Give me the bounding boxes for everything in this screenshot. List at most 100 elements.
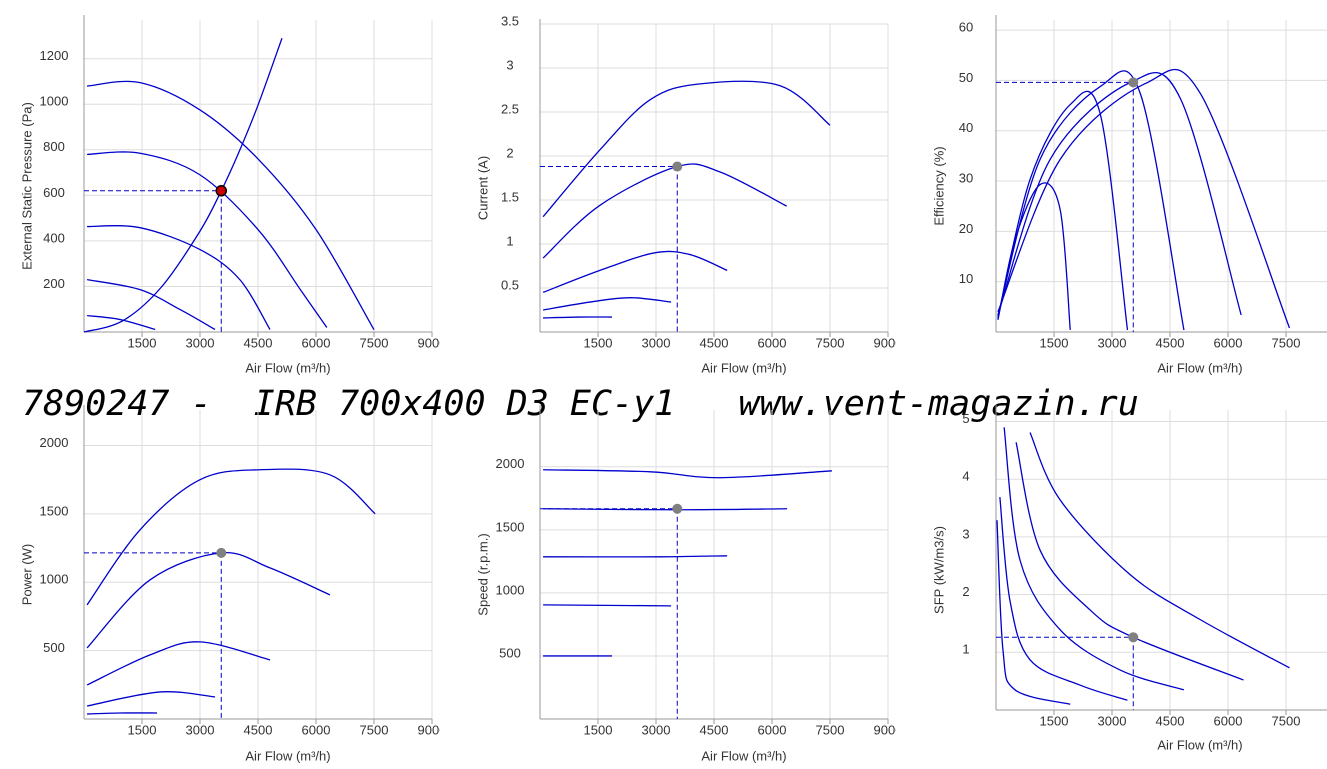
curve [999, 497, 1128, 701]
y-tick-label: 5 [962, 411, 969, 426]
y-tick-label: 1 [962, 642, 969, 657]
curve [87, 225, 271, 330]
y-tick-label: 2000 [40, 435, 69, 450]
y-tick-label: 1500 [40, 503, 69, 518]
y-tick-label: 200 [43, 276, 65, 291]
curve [996, 520, 1071, 705]
x-tick-label: 6000 [302, 722, 331, 737]
operating-point [672, 503, 683, 514]
curve [1029, 432, 1290, 669]
y-axis-label: Speed (r.p.m.) [475, 533, 490, 615]
x-tick-label: 4500 [244, 722, 273, 737]
y-tick-label: 800 [43, 139, 65, 154]
x-axis-label: Air Flow (m³/h) [1157, 360, 1242, 375]
curve [997, 182, 1071, 331]
x-tick-label: 1500 [128, 335, 157, 350]
x-tick-label: 4500 [244, 335, 273, 350]
y-tick-label: 2 [962, 584, 969, 599]
banner: 7890247 - IRB 700x400 D3 EC-y1 www.vent-… [22, 380, 1139, 428]
x-tick-label: 6000 [1214, 335, 1243, 350]
curve [87, 151, 328, 328]
curve [542, 80, 831, 218]
operating-point [215, 185, 228, 197]
curve [997, 68, 1291, 329]
x-tick-label: 3000 [1098, 713, 1127, 728]
curve [997, 90, 1129, 331]
operating-point [1128, 77, 1139, 88]
y-axis-label: External Static Pressure (Pa) [19, 102, 34, 270]
x-tick-label: 7500 [816, 335, 845, 350]
y-tick-label: 2000 [496, 456, 525, 471]
x-tick-label: 1500 [128, 722, 157, 737]
x-tick-label: 1500 [1040, 335, 1069, 350]
curve [543, 604, 672, 607]
x-tick-label: 3000 [1098, 335, 1127, 350]
x-tick-label: 3000 [642, 335, 671, 350]
curve [1003, 427, 1185, 691]
operating-point [216, 547, 227, 558]
x-tick-label: 6000 [1214, 713, 1243, 728]
y-tick-label: 1000 [496, 582, 525, 597]
y-tick-label: 2 [506, 145, 513, 160]
x-tick-label: 1500 [584, 335, 613, 350]
y-tick-label: 3.5 [501, 13, 519, 28]
y-axis-label: Efficiency (%) [931, 146, 946, 225]
curve [542, 250, 728, 294]
x-tick-label: 4500 [1156, 713, 1185, 728]
y-axis-label: Current (A) [475, 156, 490, 220]
x-axis-label: Air Flow (m³/h) [245, 360, 330, 375]
curve [87, 314, 156, 331]
y-tick-label: 1 [506, 233, 513, 248]
y-tick-label: 500 [43, 640, 65, 655]
y-tick-label: 2.5 [501, 101, 519, 116]
model-title: 7890247 - IRB 700x400 D3 EC-y1 [22, 384, 676, 424]
x-tick-label: 7500 [360, 335, 389, 350]
curve [86, 552, 331, 649]
curve [542, 297, 672, 311]
y-tick-label: 30 [959, 170, 973, 185]
y-tick-label: 1000 [40, 94, 69, 109]
chart: 15003000450060007500900012345Air Flow (m… [931, 405, 1327, 752]
curve [87, 712, 158, 715]
x-tick-label: 1500 [584, 722, 613, 737]
curve [87, 80, 375, 331]
x-tick-label: 4500 [1156, 335, 1185, 350]
y-tick-label: 3 [506, 57, 513, 72]
y-tick-label: 3 [962, 526, 969, 541]
y-tick-label: 50 [959, 70, 973, 85]
operating-point [672, 161, 683, 172]
x-tick-label: 6000 [758, 722, 787, 737]
curve [543, 469, 832, 479]
curve [86, 468, 376, 606]
y-axis-label: SFP (kW/m3/s) [931, 526, 946, 614]
x-tick-label: 4500 [700, 722, 729, 737]
operating-point [1128, 632, 1139, 643]
curve [86, 641, 271, 686]
y-axis-label: Power (W) [19, 544, 34, 605]
curve [543, 316, 612, 319]
x-tick-label: 3000 [186, 722, 215, 737]
y-tick-label: 1500 [496, 519, 525, 534]
x-tick-label: 6000 [758, 335, 787, 350]
y-tick-label: 10 [959, 271, 973, 286]
y-tick-label: 0.5 [501, 277, 519, 292]
x-tick-label: 7500 [1272, 335, 1301, 350]
y-tick-label: 500 [499, 645, 521, 660]
curve [86, 278, 216, 331]
y-tick-label: 40 [959, 120, 973, 135]
x-tick-label: 7500 [1272, 713, 1301, 728]
curve [1015, 442, 1244, 681]
x-tick-label: 3000 [642, 722, 671, 737]
x-axis-label: Air Flow (m³/h) [701, 360, 786, 375]
x-tick-label: 1500 [1040, 713, 1069, 728]
curve [543, 555, 728, 558]
y-tick-label: 1000 [40, 572, 69, 587]
